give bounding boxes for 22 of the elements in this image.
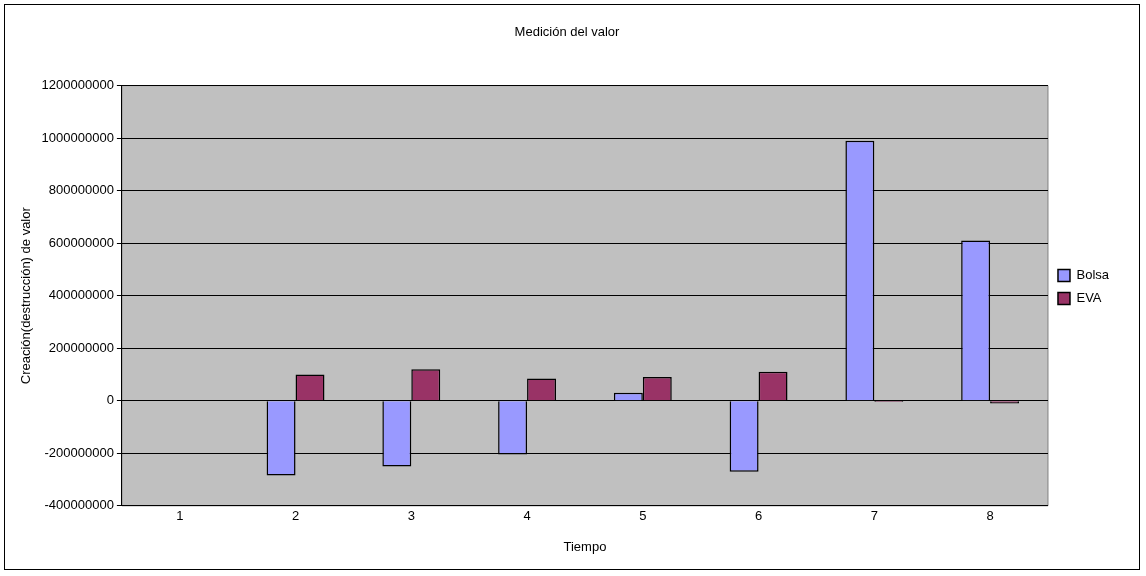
y-tick-label: 0 — [106, 392, 114, 408]
x-tick-label: 5 — [639, 508, 647, 524]
x-tick-label: 3 — [407, 508, 415, 524]
x-tick-label: 2 — [291, 508, 300, 524]
y-axis-title: Creación(destrucción) de valor — [18, 206, 34, 385]
x-tick-label: 6 — [754, 508, 763, 524]
x-axis-title: Tiempo — [563, 538, 607, 554]
y-tick-label: 1200000000 — [41, 77, 114, 93]
y-tick-label: 200000000 — [48, 339, 114, 355]
x-tick-label: 7 — [870, 508, 878, 524]
x-tick-label: 1 — [176, 508, 184, 524]
y-tick-label: -400000000 — [44, 497, 114, 513]
x-tick-label: 8 — [986, 508, 994, 524]
x-tick-label: 4 — [523, 508, 531, 524]
y-tick-label: -200000000 — [44, 444, 114, 460]
y-tick-label: 400000000 — [48, 287, 114, 303]
y-tick-label: 600000000 — [48, 234, 114, 250]
legend-label: Bolsa — [1076, 267, 1110, 283]
y-tick-label: 800000000 — [48, 182, 114, 198]
legend-label: EVA — [1076, 290, 1102, 306]
y-tick-label: 1000000000 — [41, 129, 114, 145]
chart-title: Medición del valor — [514, 24, 621, 40]
